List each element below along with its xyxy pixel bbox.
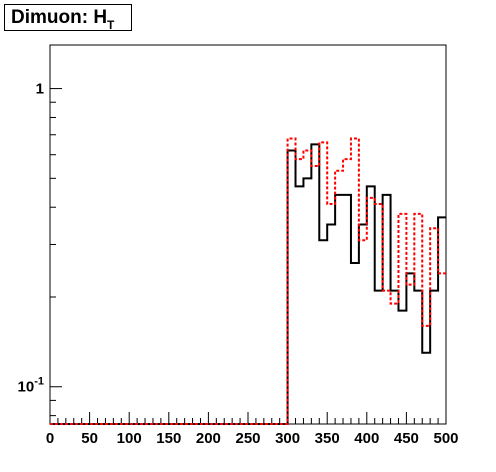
x-tick-label: 400 [354,430,379,447]
y-tick-label: 1 [36,81,44,98]
series-line-red [50,137,446,425]
x-tick-label: 100 [117,430,142,447]
x-tick-label: 500 [433,430,458,447]
x-tick-label: 250 [235,430,260,447]
title-box: Dimuon: HT [4,4,132,32]
x-tick-label: 300 [275,430,300,447]
plot-frame [49,44,447,425]
x-tick-label: 450 [394,430,419,447]
y-tick-label: 10-1 [18,376,44,396]
x-tick-label: 0 [46,430,54,447]
chart-title: Dimuon: HT [11,7,115,32]
x-tick-label: 150 [156,430,181,447]
x-tick-label: 200 [196,430,221,447]
x-tick-label: 350 [315,430,340,447]
title-main: Dimuon: H [11,7,108,28]
series-line-black [50,143,446,425]
x-tick-label: 50 [81,430,98,447]
title-subscript: T [107,17,115,32]
